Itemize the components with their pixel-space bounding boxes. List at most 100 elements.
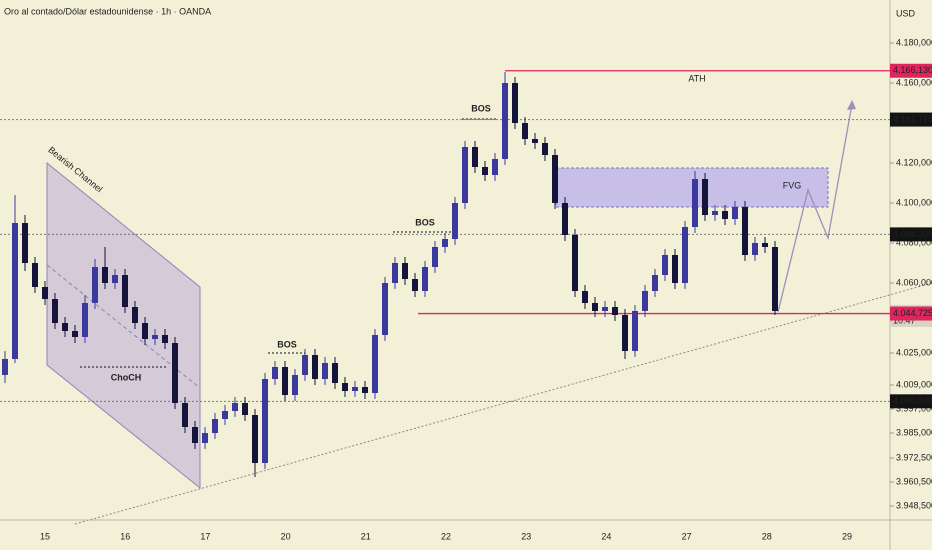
x-tick-label: 28 [762, 531, 772, 541]
candle-body [292, 375, 298, 395]
x-tick-label: 24 [601, 531, 611, 541]
x-tick-label: 27 [682, 531, 692, 541]
y-tick-label: 3.948,500 [896, 500, 932, 510]
candle-body [202, 433, 208, 443]
x-tick-label: 16 [120, 531, 130, 541]
candle-body [562, 203, 568, 235]
currency: USD [896, 8, 916, 18]
candle-body [152, 335, 158, 339]
candle-body [732, 207, 738, 219]
candle-body [422, 267, 428, 291]
candle-body [322, 363, 328, 379]
candle-body [702, 179, 708, 215]
y-tick-label: 3.960,500 [896, 476, 932, 486]
candle-body [362, 387, 368, 393]
candle-body [172, 343, 178, 403]
y-tick-label: 4.120,000 [896, 157, 932, 167]
candle-body [582, 291, 588, 303]
y-tick-label: 4.009,000 [896, 379, 932, 389]
candle-body [102, 267, 108, 283]
candle-body [352, 387, 358, 391]
y-tick-label: 3.985,000 [896, 427, 932, 437]
candle-body [12, 223, 18, 359]
candle-body [222, 411, 228, 419]
candle-body [242, 403, 248, 415]
choch-label: ChoCH [111, 372, 142, 382]
candle-body [442, 239, 448, 247]
candle-body [402, 263, 408, 279]
candle-body [572, 235, 578, 291]
bos-label: BOS [415, 217, 435, 227]
y-tick-label: 3.972,500 [896, 452, 932, 462]
price-label: 4.044,725 [893, 308, 932, 318]
candle-body [122, 275, 128, 307]
candle-body [182, 403, 188, 427]
candle-body [512, 83, 518, 123]
price-label: 4.141,715 [893, 114, 932, 124]
candle-body [552, 155, 558, 203]
y-tick-label: 4.025,000 [896, 347, 932, 357]
candle-body [682, 227, 688, 283]
y-tick-label: 4.080,000 [896, 237, 932, 247]
price-label-box [890, 63, 932, 78]
fvg-label: FVG [783, 180, 802, 190]
candle-body [72, 331, 78, 337]
candle-body [542, 143, 548, 155]
candle-body [62, 323, 68, 331]
candle-body [192, 427, 198, 443]
ath-label: ATH [688, 73, 705, 83]
candle-body [2, 359, 8, 375]
candle-body [252, 415, 258, 463]
y-tick-label: 4.060,000 [896, 277, 932, 287]
candle-body [772, 247, 778, 311]
candle-body [492, 159, 498, 175]
candle-body [332, 363, 338, 383]
candle-body [232, 403, 238, 411]
bos-label: BOS [471, 103, 491, 113]
candle-body [42, 287, 48, 299]
candle-body [742, 207, 748, 255]
x-tick-label: 17 [200, 531, 210, 541]
candle-body [612, 307, 618, 315]
candle-body [262, 379, 268, 463]
candle-body [22, 223, 28, 263]
candle-body [632, 311, 638, 351]
price-label-box [890, 112, 932, 127]
candle-body [722, 211, 728, 219]
price-label-box [890, 394, 932, 409]
price-label: 4.166,130 [893, 65, 932, 75]
candle-body [662, 255, 668, 275]
candle-body [412, 279, 418, 291]
candle-body [162, 335, 168, 343]
price-label: 4.084,305 [893, 229, 932, 239]
candle-body [642, 291, 648, 311]
candle-body [392, 263, 398, 283]
candle-body [592, 303, 598, 311]
candle-body [602, 307, 608, 311]
candle-body [472, 147, 478, 167]
candle-body [622, 315, 628, 351]
candle-body [212, 419, 218, 433]
candle-body [132, 307, 138, 323]
chart-title: Oro al contado/Dólar estadounidense · 1h… [4, 6, 211, 16]
candle-body [342, 383, 348, 391]
trendline [74, 282, 932, 525]
candle-body [52, 299, 58, 323]
candle-body [112, 275, 118, 283]
candle-body [32, 263, 38, 287]
candle-body [752, 243, 758, 255]
bos-label: BOS [277, 339, 297, 349]
projection [777, 103, 853, 313]
candle-body [82, 303, 88, 337]
y-tick-label: 4.180,000 [896, 37, 932, 47]
candle-body [712, 211, 718, 215]
candle-body [92, 267, 98, 303]
candle-body [762, 243, 768, 247]
candle-body [302, 355, 308, 375]
x-tick-label: 29 [842, 531, 852, 541]
candle-body [452, 203, 458, 239]
candle-body [382, 283, 388, 335]
candle-body [432, 247, 438, 267]
